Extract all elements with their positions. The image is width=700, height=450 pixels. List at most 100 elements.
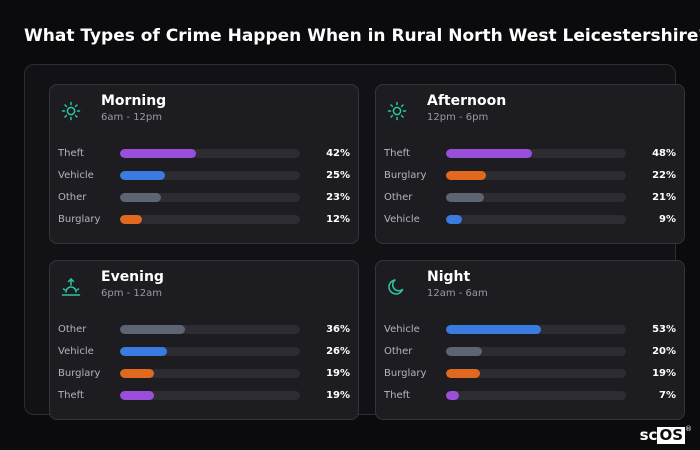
category-label: Vehicle xyxy=(384,324,420,335)
bar-vehicle xyxy=(446,325,542,334)
scos-logo: sc OS ® xyxy=(639,425,692,444)
bar-theft xyxy=(120,149,196,158)
value-label: 19% xyxy=(326,390,350,401)
category-label: Burglary xyxy=(384,368,427,379)
bar-row-theft: Theft 19% xyxy=(58,389,350,403)
bar-row-vehicle: Vehicle 25% xyxy=(58,169,350,183)
bar-track xyxy=(446,215,626,224)
bar-track xyxy=(446,149,626,158)
value-label: 22% xyxy=(652,170,676,181)
bar-other xyxy=(446,193,484,202)
bar-track xyxy=(446,193,626,202)
bar-theft xyxy=(446,149,533,158)
card-title: Morning xyxy=(101,93,167,109)
bar-burglary xyxy=(120,369,155,378)
value-label: 21% xyxy=(652,192,676,203)
category-label: Vehicle xyxy=(58,346,94,357)
bar-row-burglary: Burglary 22% xyxy=(384,169,676,183)
card-time-range: 12am - 6am xyxy=(427,288,488,299)
category-label: Other xyxy=(58,324,87,335)
card-evening: Evening 6pm - 12am Other 36% Vehicle 26% Burgl… xyxy=(49,260,359,420)
sunset-icon xyxy=(61,277,81,297)
bar-track xyxy=(120,171,300,180)
category-label: Vehicle xyxy=(384,214,420,225)
bar-theft xyxy=(120,391,155,400)
bar-burglary xyxy=(446,171,486,180)
bar-row-burglary: Burglary 12% xyxy=(58,213,350,227)
card-morning: Morning 6am - 12pm Theft 42% Vehicle 25% Other… xyxy=(49,84,359,244)
category-label: Other xyxy=(58,192,87,203)
bar-row-vehicle: Vehicle 9% xyxy=(384,213,676,227)
category-label: Vehicle xyxy=(58,170,94,181)
bar-burglary xyxy=(446,369,481,378)
value-label: 9% xyxy=(659,214,676,225)
bar-track xyxy=(120,325,300,334)
bar-row-other: Other 36% xyxy=(58,323,350,337)
bar-vehicle xyxy=(120,347,167,356)
value-label: 12% xyxy=(326,214,350,225)
bar-track xyxy=(446,391,626,400)
bar-row-theft: Theft 7% xyxy=(384,389,676,403)
moon-icon xyxy=(387,277,407,297)
bar-other xyxy=(120,325,185,334)
bar-row-other: Other 21% xyxy=(384,191,676,205)
page-title: What Types of Crime Happen When in Rural… xyxy=(24,26,700,46)
bar-track xyxy=(446,369,626,378)
bar-row-other: Other 23% xyxy=(58,191,350,205)
value-label: 48% xyxy=(652,148,676,159)
bar-row-burglary: Burglary 19% xyxy=(58,367,350,381)
bar-row-burglary: Burglary 19% xyxy=(384,367,676,381)
value-label: 19% xyxy=(326,368,350,379)
category-label: Burglary xyxy=(384,170,427,181)
category-label: Theft xyxy=(58,148,84,159)
sun-icon xyxy=(387,101,407,121)
bar-row-theft: Theft 42% xyxy=(58,147,350,161)
value-label: 53% xyxy=(652,324,676,335)
category-label: Other xyxy=(384,192,413,203)
card-title: Night xyxy=(427,269,471,285)
sun-icon xyxy=(61,101,81,121)
bar-vehicle xyxy=(120,171,165,180)
bar-burglary xyxy=(120,215,142,224)
card-night: Night 12am - 6am Vehicle 53% Other 20% Burglar… xyxy=(375,260,685,420)
bar-track xyxy=(120,391,300,400)
category-label: Theft xyxy=(58,390,84,401)
bar-row-other: Other 20% xyxy=(384,345,676,359)
category-label: Theft xyxy=(384,390,410,401)
bar-vehicle xyxy=(446,215,463,224)
bar-track xyxy=(446,347,626,356)
bar-row-theft: Theft 48% xyxy=(384,147,676,161)
card-title: Evening xyxy=(101,269,164,285)
bar-row-vehicle: Vehicle 26% xyxy=(58,345,350,359)
value-label: 25% xyxy=(326,170,350,181)
bar-track xyxy=(120,149,300,158)
value-label: 20% xyxy=(652,346,676,357)
bar-other xyxy=(446,347,482,356)
value-label: 42% xyxy=(326,148,350,159)
card-time-range: 6am - 12pm xyxy=(101,112,163,123)
bar-other xyxy=(120,193,162,202)
bar-track xyxy=(446,325,626,334)
value-label: 36% xyxy=(326,324,350,335)
category-label: Burglary xyxy=(58,214,101,225)
category-label: Other xyxy=(384,346,413,357)
value-label: 7% xyxy=(659,390,676,401)
logo-text-os: OS xyxy=(657,426,685,444)
card-title: Afternoon xyxy=(427,93,507,109)
logo-text-sc: sc xyxy=(639,426,658,444)
bar-track xyxy=(120,215,300,224)
value-label: 23% xyxy=(326,192,350,203)
card-afternoon: Afternoon 12pm - 6pm Theft 48% Burglary 22% Ot… xyxy=(375,84,685,244)
card-time-range: 12pm - 6pm xyxy=(427,112,489,123)
value-label: 26% xyxy=(326,346,350,357)
category-label: Theft xyxy=(384,148,410,159)
card-time-range: 6pm - 12am xyxy=(101,288,163,299)
bar-row-vehicle: Vehicle 53% xyxy=(384,323,676,337)
bar-track xyxy=(120,347,300,356)
logo-registered-mark: ® xyxy=(685,425,692,433)
bar-track xyxy=(120,193,300,202)
bar-theft xyxy=(446,391,459,400)
category-label: Burglary xyxy=(58,368,101,379)
bar-track xyxy=(120,369,300,378)
value-label: 19% xyxy=(652,368,676,379)
